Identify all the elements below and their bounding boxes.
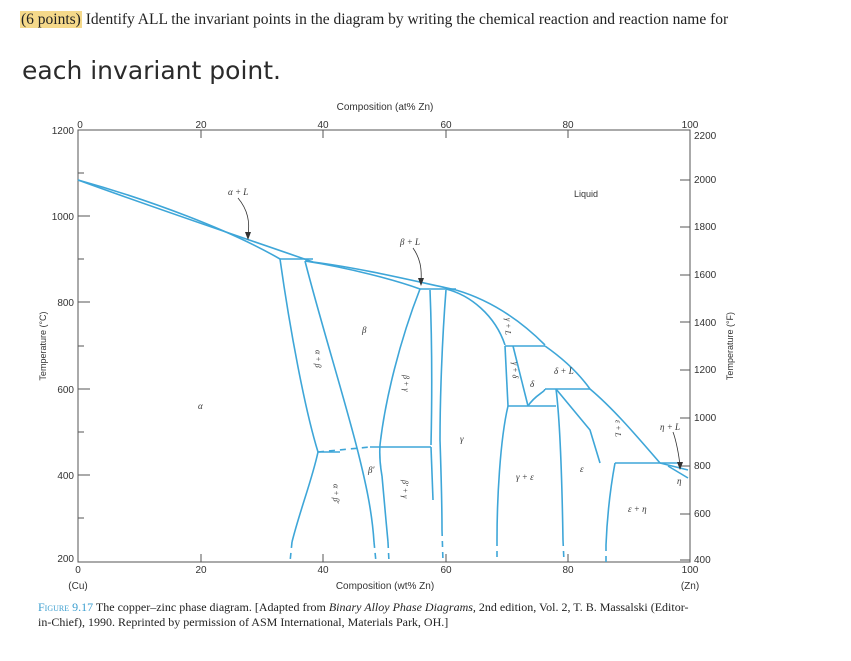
top-tick-0: 0 xyxy=(77,120,83,131)
beta-right xyxy=(378,288,421,477)
figure-number: Figure 9.17 xyxy=(38,600,94,614)
left-axis xyxy=(78,172,90,519)
eta-solvus xyxy=(667,465,689,479)
label-eta-L: η + L xyxy=(660,422,680,432)
left-tick-600: 600 xyxy=(57,385,74,396)
liquidus-eta xyxy=(659,462,689,471)
phase-boundaries xyxy=(77,179,689,546)
delta-left xyxy=(512,345,529,407)
question-text: (6 points) Identify ALL the invariant po… xyxy=(20,11,728,29)
label-delta: δ xyxy=(530,379,535,389)
bottom-tick-100: 100 xyxy=(682,565,699,576)
label-alpha-beta: α + β xyxy=(314,350,323,368)
label-beta: β xyxy=(361,325,367,335)
right-tick-800: 800 xyxy=(694,461,711,472)
caption-source-title: Binary Alloy Phase Diagrams, xyxy=(328,600,476,614)
right-tick-1400: 1400 xyxy=(694,318,717,329)
label-gamma-L: γ + L xyxy=(504,318,513,336)
dashed-boundaries xyxy=(289,446,607,563)
bottom-tick-0: 0 xyxy=(75,565,81,576)
left-tick-800: 800 xyxy=(57,298,74,309)
left-axis-label: Temperature (°C) xyxy=(38,311,48,380)
top-tick-20: 20 xyxy=(195,120,207,131)
bottom-axis xyxy=(200,554,569,562)
top-tick-60: 60 xyxy=(440,120,452,131)
right-axis xyxy=(680,179,690,561)
label-gamma: γ xyxy=(460,434,464,444)
solidus-gamma xyxy=(445,288,506,346)
liquidus-alpha xyxy=(77,179,281,260)
label-beta-prime-gamma: β′ + γ xyxy=(401,479,410,499)
left-tick-400: 400 xyxy=(57,471,74,482)
right-tick-1800: 1800 xyxy=(694,222,717,233)
figure-caption: Figure 9.17 The copper–zinc phase diagra… xyxy=(38,600,698,630)
gamma-left xyxy=(439,289,447,441)
top-tick-100: 100 xyxy=(682,120,699,131)
bottom-tick-60: 60 xyxy=(440,565,452,576)
bottom-tick-80: 80 xyxy=(562,565,574,576)
bottom-axis-label: Composition (wt% Zn) xyxy=(336,581,434,592)
label-gamma-delta: γ + δ xyxy=(511,362,520,379)
label-epsilon: ε xyxy=(580,464,584,474)
beta-left xyxy=(304,260,359,453)
label-epsilon-eta: ε + η xyxy=(628,504,647,514)
liquidus-gamma xyxy=(455,289,546,346)
label-gamma-epsilon: γ + ε xyxy=(516,472,534,482)
epsilon-right xyxy=(605,462,616,546)
solidus-beta xyxy=(304,260,421,290)
left-tick-200: 200 xyxy=(57,554,74,565)
label-alpha-beta-prime: α + β′ xyxy=(332,484,341,504)
label-eta: η xyxy=(677,476,682,486)
right-axis-label: Temperature (°F) xyxy=(725,312,735,380)
right-tick-1200: 1200 xyxy=(694,365,717,376)
label-alpha: α xyxy=(198,401,203,411)
label-alpha-L: α + L xyxy=(228,187,248,197)
beta-prime-left xyxy=(357,451,375,543)
label-beta-prime: β′ xyxy=(367,465,375,475)
liquidus-delta xyxy=(544,345,591,390)
epsilon-inner xyxy=(555,388,601,464)
delta-right xyxy=(527,388,546,407)
right-tick-600: 600 xyxy=(694,509,711,520)
bottom-tick-40: 40 xyxy=(317,565,329,576)
question-body: Identify ALL the invariant points in the… xyxy=(81,11,729,28)
points-badge: (6 points) xyxy=(20,11,82,28)
alpha-solvus xyxy=(279,258,319,543)
bottom-tick-20: 20 xyxy=(195,565,207,576)
epsilon-left xyxy=(555,388,564,541)
gamma-right xyxy=(439,439,443,531)
right-tick-1000: 1000 xyxy=(694,413,717,424)
caption-text-1: The copper–zinc phase diagram. [Adapted … xyxy=(93,600,329,614)
label-beta-L: β + L xyxy=(399,237,420,247)
cu-zn-phase-diagram: Composition (at% Zn) 0 20 40 60 80 100 0… xyxy=(38,102,735,592)
caption-text-2: 2nd edition, Vol. 2, T. B. Massalski (Ed… xyxy=(38,600,689,629)
label-delta-L: δ + L xyxy=(554,366,574,376)
label-beta-gamma: β + γ xyxy=(402,374,411,392)
left-tick-1200: 1200 xyxy=(52,126,75,137)
liquidus-epsilon xyxy=(589,388,661,464)
right-tick-1600: 1600 xyxy=(694,270,717,281)
top-axis xyxy=(200,130,569,138)
liquidus-beta xyxy=(312,261,457,291)
right-tick-400: 400 xyxy=(694,555,711,566)
beta-gamma-left xyxy=(429,289,433,446)
gamma-solvus-right xyxy=(504,345,509,407)
top-tick-40: 40 xyxy=(317,120,329,131)
label-liquid: Liquid xyxy=(574,189,598,199)
right-tick-2200: 2200 xyxy=(694,131,717,142)
gamma-epsilon-left xyxy=(496,405,509,541)
solidus-alpha xyxy=(77,179,314,263)
top-tick-80: 80 xyxy=(562,120,574,131)
bottom-end-zn: (Zn) xyxy=(681,581,699,592)
beta-prime-right xyxy=(381,475,389,543)
gamma-right-low xyxy=(430,446,434,501)
top-axis-label: Composition (at% Zn) xyxy=(337,102,434,113)
bottom-end-cu: (Cu) xyxy=(68,581,87,592)
question-heading: each invariant point. xyxy=(22,56,281,85)
left-tick-1000: 1000 xyxy=(52,212,75,223)
label-epsilon-L: ε + L xyxy=(614,420,623,438)
right-tick-2000: 2000 xyxy=(694,175,717,186)
